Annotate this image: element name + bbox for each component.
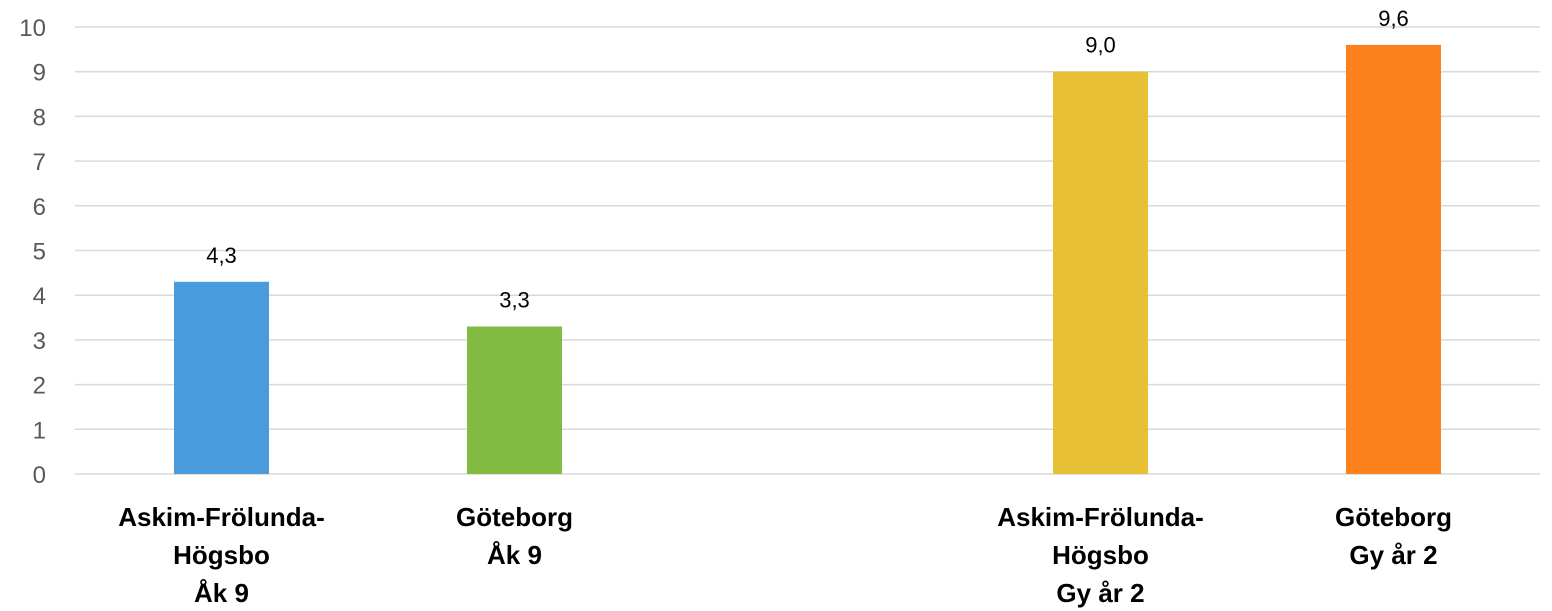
bar bbox=[174, 281, 269, 474]
y-tick-label: 3 bbox=[33, 328, 46, 355]
y-tick-label: 0 bbox=[33, 462, 46, 489]
category-label: Gy år 2 bbox=[1349, 540, 1437, 570]
bar bbox=[1053, 71, 1148, 474]
category-label: Åk 9 bbox=[487, 540, 542, 570]
category-label: Askim-Frölunda- bbox=[997, 502, 1204, 532]
data-label: 3,3 bbox=[499, 287, 530, 312]
y-tick-label: 8 bbox=[33, 104, 46, 131]
category-labels: Askim-Frölunda- Högsbo Åk 9 Göteborg Åk 9 Ask… bbox=[118, 502, 1452, 608]
y-tick-label: 6 bbox=[33, 194, 46, 221]
category-label: Askim-Frölunda- bbox=[118, 502, 325, 532]
data-labels: 4,3 3,3 9,0 9,6 bbox=[206, 6, 1409, 313]
category-label: Högsbo bbox=[173, 540, 270, 570]
bars bbox=[174, 44, 1441, 474]
category-label: Göteborg bbox=[456, 502, 573, 532]
data-label: 9,6 bbox=[1378, 6, 1409, 31]
data-label: 9,0 bbox=[1085, 33, 1116, 58]
y-tick-label: 1 bbox=[33, 417, 46, 444]
gridlines bbox=[75, 26, 1540, 475]
bar bbox=[1346, 44, 1441, 474]
category-label: Gy år 2 bbox=[1056, 578, 1144, 608]
y-tick-label: 5 bbox=[33, 239, 46, 266]
category-label: Göteborg bbox=[1335, 502, 1452, 532]
y-tick-label: 9 bbox=[33, 60, 46, 87]
y-axis-ticks: 0 1 2 3 4 5 6 7 8 9 10 bbox=[19, 15, 46, 489]
category-label: Högsbo bbox=[1052, 540, 1149, 570]
y-tick-label: 7 bbox=[33, 149, 46, 176]
y-tick-label: 2 bbox=[33, 373, 46, 400]
y-tick-label: 4 bbox=[33, 283, 46, 310]
y-tick-label: 10 bbox=[19, 15, 46, 42]
bar bbox=[467, 326, 562, 474]
category-label: Åk 9 bbox=[194, 578, 249, 608]
data-label: 4,3 bbox=[206, 243, 237, 268]
